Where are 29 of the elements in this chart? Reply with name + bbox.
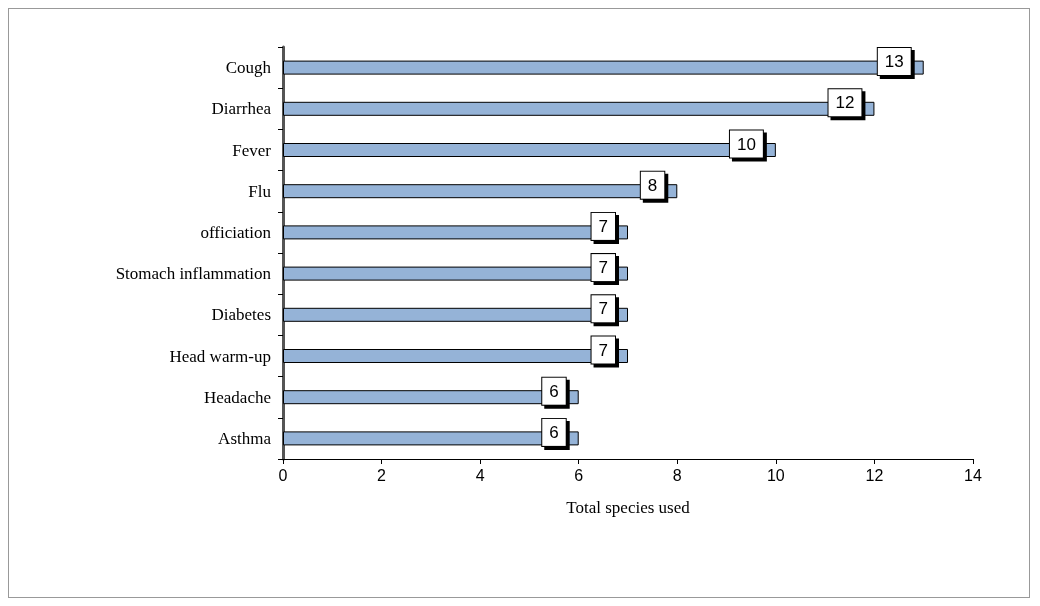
- x-tick-label: 10: [766, 466, 785, 484]
- y-tick-label: Diabetes: [211, 305, 271, 325]
- x-tick-label: 4: [475, 466, 485, 484]
- y-tick-label: Stomach inflammation: [115, 264, 272, 284]
- data-label: 7: [598, 340, 608, 360]
- x-tick-label: 8: [672, 466, 682, 484]
- data-label: 7: [598, 258, 608, 278]
- y-tick-label: Flu: [248, 181, 272, 201]
- x-tick-label: 2: [377, 466, 387, 484]
- y-tick-label: officiation: [200, 222, 272, 242]
- y-tick-label: Fever: [232, 140, 272, 160]
- y-tick-label: Asthma: [218, 428, 272, 448]
- x-tick-label: 6: [574, 466, 584, 484]
- x-tick-label: 14: [964, 466, 982, 484]
- data-label: 7: [598, 216, 608, 236]
- data-label: 10: [736, 134, 756, 154]
- x-axis-title: Total species used: [566, 498, 691, 517]
- data-label: 7: [598, 299, 608, 319]
- y-tick-label: Cough: [225, 58, 272, 78]
- data-label: 13: [884, 52, 904, 72]
- data-label: 6: [549, 381, 559, 401]
- x-tick-label: 0: [278, 466, 288, 484]
- data-label: 8: [647, 175, 658, 195]
- x-tick-label: 12: [865, 466, 884, 484]
- y-tick-label: Headache: [203, 387, 271, 407]
- y-tick-label: Diarrhea: [211, 99, 272, 119]
- data-label: 12: [835, 93, 855, 113]
- data-label: 6: [549, 422, 559, 442]
- y-tick-label: Head warm-up: [169, 346, 271, 366]
